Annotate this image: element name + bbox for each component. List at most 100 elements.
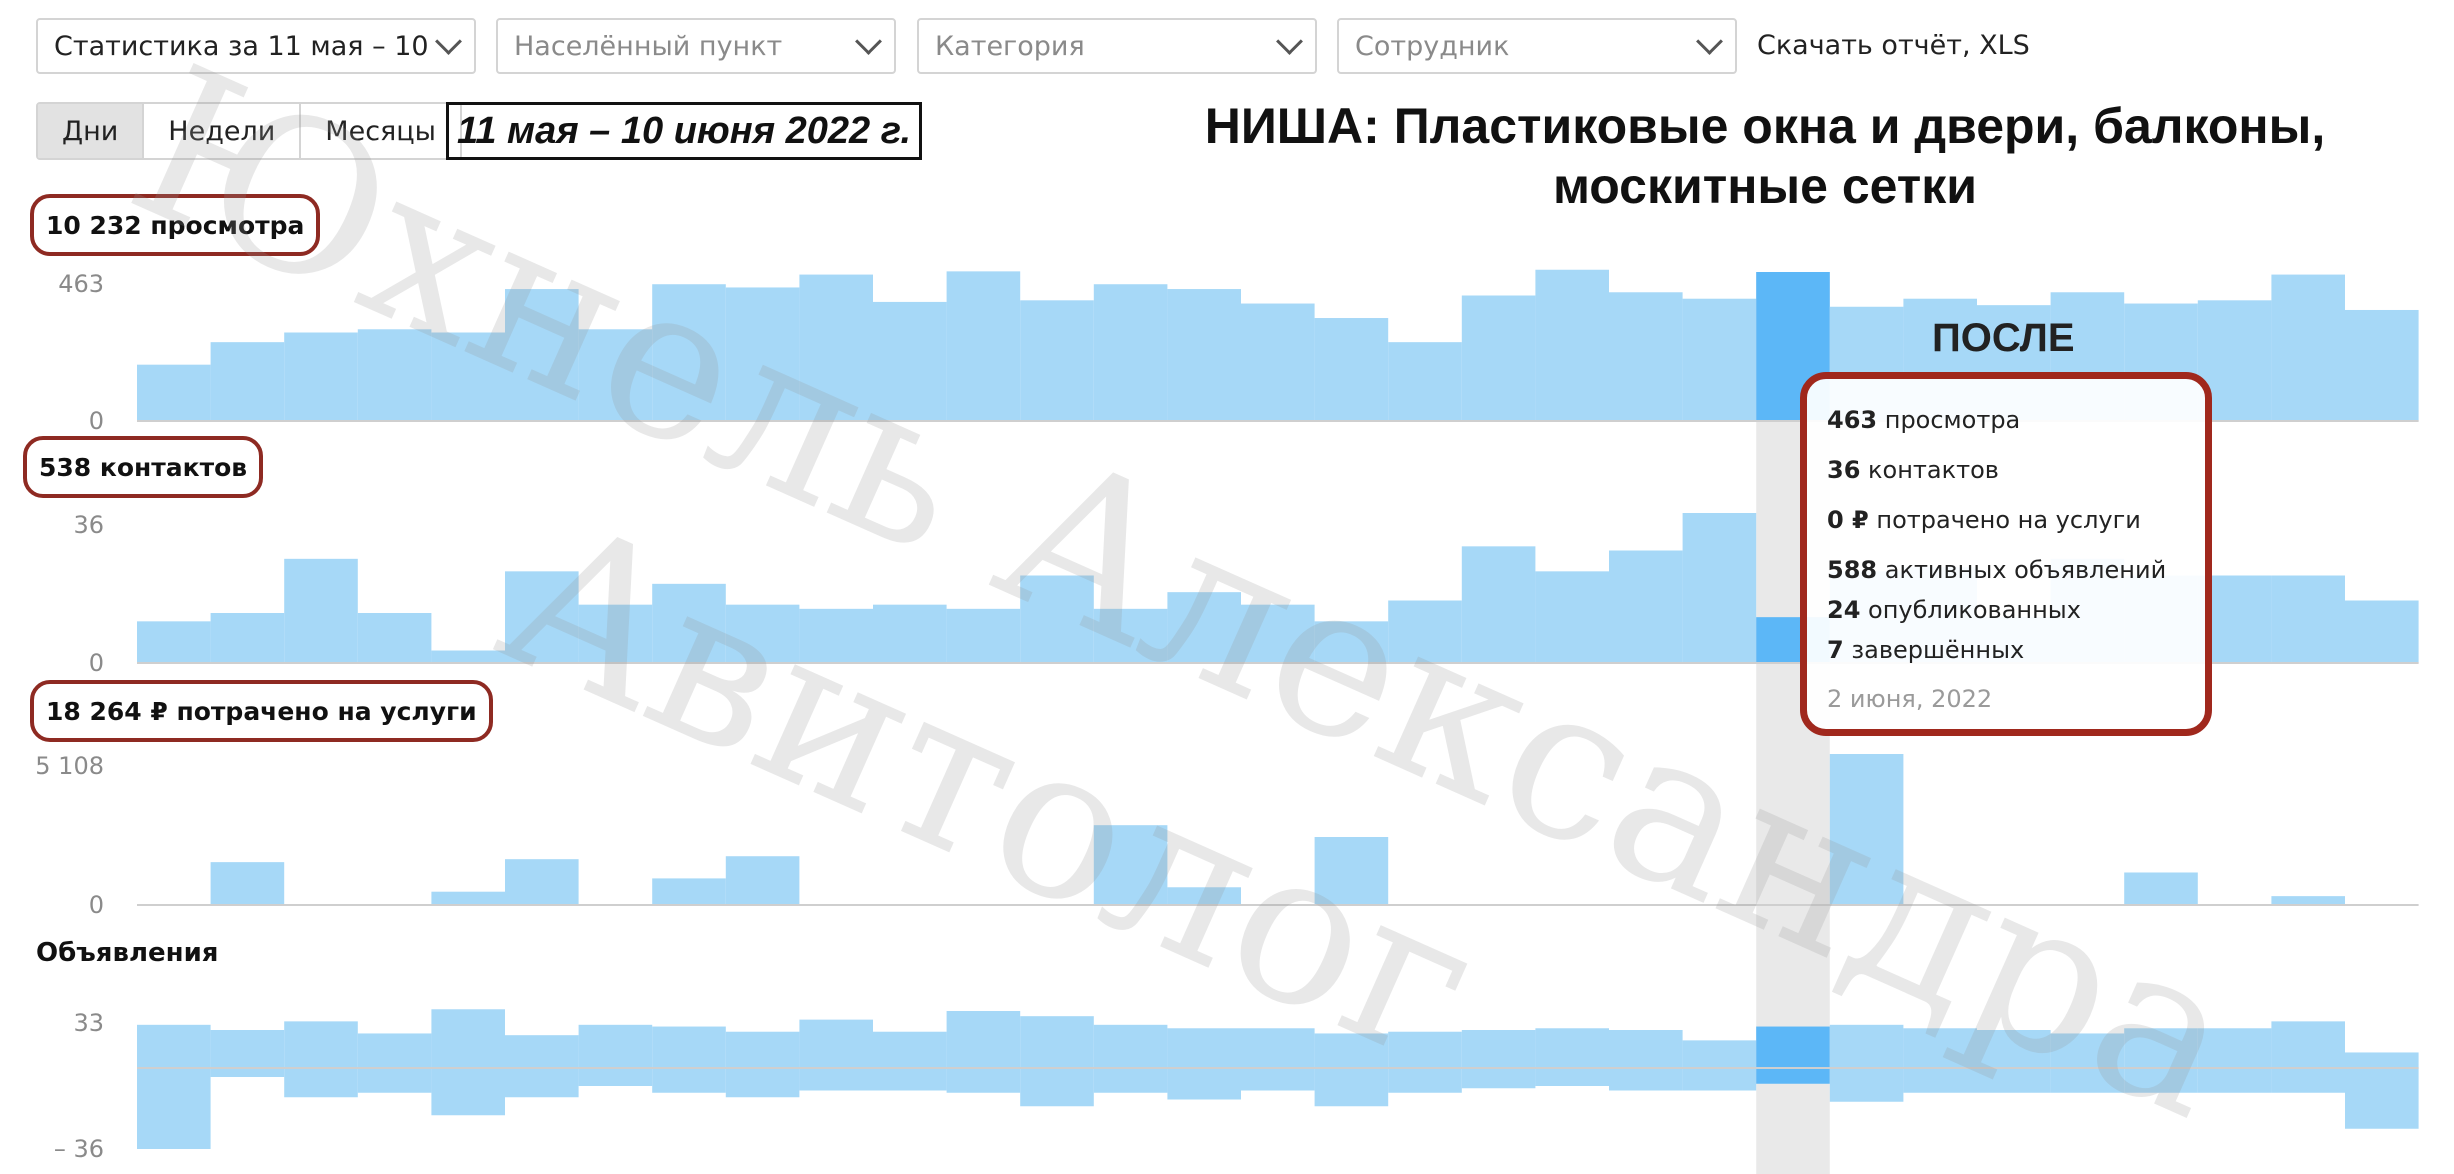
bar-negative xyxy=(1756,1068,1830,1084)
bar-negative xyxy=(1609,1068,1683,1091)
bar-negative xyxy=(873,1068,947,1091)
bar-negative xyxy=(2197,1068,2272,1093)
bar xyxy=(1388,342,1462,421)
locality-select[interactable]: Населённый пункт xyxy=(496,18,896,74)
toggle-months[interactable]: Месяцы xyxy=(301,104,460,158)
bar-positive xyxy=(1682,1040,1757,1068)
bar-positive xyxy=(1388,1031,1462,1068)
niche-title: НИША: Пластиковые окна и двери, балконы,… xyxy=(1204,98,2326,214)
bar xyxy=(2271,274,2345,421)
toggle-days[interactable]: Дни xyxy=(38,104,145,158)
bar-positive xyxy=(2271,1021,2345,1068)
bar-negative xyxy=(1535,1068,1609,1086)
bar xyxy=(505,571,579,663)
bar xyxy=(1609,292,1683,421)
bar-positive xyxy=(431,1009,505,1068)
tooltip-finished: 7 завершённых xyxy=(1827,636,2025,664)
bar xyxy=(578,329,653,421)
bar xyxy=(1093,284,1168,421)
bar-positive xyxy=(1093,1024,1168,1068)
bar xyxy=(210,342,285,421)
bar xyxy=(1167,289,1241,421)
bar xyxy=(1682,513,1757,663)
bar xyxy=(1020,575,1094,663)
tooltip-published: 24 опубликованных xyxy=(1827,596,2081,624)
y-tick-max: 36 xyxy=(73,511,104,539)
bar-negative xyxy=(1977,1068,2051,1093)
bar-positive xyxy=(2345,1052,2419,1068)
bar-positive xyxy=(1903,1028,1977,1068)
bar xyxy=(2345,309,2419,421)
bar-positive xyxy=(2050,1033,2125,1068)
tooltip-views: 463 просмотра xyxy=(1827,406,2021,434)
period-select[interactable]: Статистика за 11 мая – 10 ... xyxy=(36,18,476,74)
bar xyxy=(725,604,800,663)
bar xyxy=(505,859,579,905)
bar xyxy=(1314,837,1389,905)
bar xyxy=(1314,621,1389,663)
bar-negative xyxy=(2124,1068,2198,1093)
category-select-placeholder: Категория xyxy=(935,30,1085,62)
bar xyxy=(799,608,873,663)
period-select-value: Статистика за 11 мая – 10 ... xyxy=(54,30,429,62)
bar-positive xyxy=(1461,1030,1536,1068)
bar-positive xyxy=(1609,1030,1683,1068)
bar-positive xyxy=(1167,1028,1241,1068)
bar-negative xyxy=(1167,1068,1241,1100)
bar xyxy=(799,274,873,421)
bar-negative xyxy=(1020,1068,1094,1107)
bar-positive xyxy=(137,1024,211,1068)
bar-negative xyxy=(1388,1068,1462,1093)
bar-negative xyxy=(431,1068,505,1116)
bar-positive xyxy=(210,1030,285,1068)
bar-negative xyxy=(1682,1068,1757,1091)
bar-positive xyxy=(2124,1028,2198,1068)
bar-positive xyxy=(946,1011,1021,1068)
bar xyxy=(2345,600,2419,663)
bar-negative xyxy=(284,1068,358,1098)
bar-negative xyxy=(210,1068,285,1077)
bar xyxy=(1388,600,1462,663)
y-tick-min: 0 xyxy=(89,891,104,919)
toggle-weeks[interactable]: Недели xyxy=(144,104,302,158)
locality-select-placeholder: Населённый пункт xyxy=(514,30,783,62)
bar-positive xyxy=(652,1026,726,1068)
bar-positive xyxy=(2197,1028,2272,1068)
download-report-link[interactable]: Скачать отчёт, XLS xyxy=(1757,30,2030,61)
bar-negative xyxy=(2345,1068,2419,1129)
tooltip-date: 2 июня, 2022 xyxy=(1827,685,1993,713)
tooltip-active: 588 активных объявлений xyxy=(1827,556,2167,584)
bar xyxy=(1241,303,1315,421)
bar xyxy=(1314,318,1389,421)
category-select[interactable]: Категория xyxy=(917,18,1317,74)
employee-select[interactable]: Сотрудник xyxy=(1337,18,1737,74)
bar xyxy=(284,332,358,421)
bar xyxy=(1167,887,1241,905)
bar-positive xyxy=(578,1024,653,1068)
employee-select-placeholder: Сотрудник xyxy=(1355,30,1510,62)
bar xyxy=(725,856,800,905)
bar-positive xyxy=(799,1019,873,1068)
contacts-total-badge: 538 контактов xyxy=(23,436,264,498)
y-tick-min: 0 xyxy=(89,407,104,435)
bar-negative xyxy=(725,1068,800,1098)
bar xyxy=(210,862,285,905)
y-tick-min: – 36 xyxy=(54,1135,104,1163)
bar xyxy=(505,289,579,421)
bar xyxy=(2124,872,2198,905)
bar xyxy=(1682,298,1757,421)
bar xyxy=(1093,825,1168,905)
bar xyxy=(652,878,726,905)
bar xyxy=(357,329,432,421)
bar-negative xyxy=(799,1068,873,1091)
bar-negative xyxy=(1314,1068,1389,1107)
bar-positive xyxy=(725,1031,800,1068)
bar xyxy=(578,604,653,663)
bar-negative xyxy=(1903,1068,1977,1093)
bar-negative xyxy=(1461,1068,1536,1089)
bar xyxy=(1461,295,1536,421)
y-tick-min: 0 xyxy=(89,649,104,677)
bar-negative xyxy=(505,1068,579,1098)
bar-positive xyxy=(1977,1030,2051,1068)
bar xyxy=(357,613,432,663)
